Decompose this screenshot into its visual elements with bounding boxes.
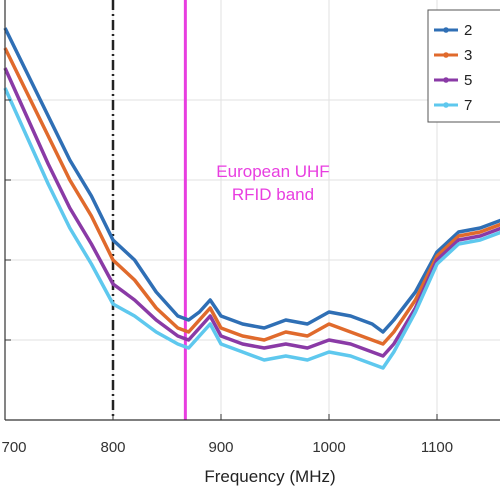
legend-label-5: 5 <box>464 72 472 89</box>
x-axis-label: Frequency (MHz) <box>204 467 335 486</box>
x-tick-label: 800 <box>100 439 125 456</box>
annotation-line-2: RFID band <box>232 185 314 204</box>
x-tick-label: 1000 <box>312 439 345 456</box>
legend-marker-7 <box>443 102 449 108</box>
axes <box>4 0 500 421</box>
series-line-2 <box>3 27 500 334</box>
x-tick-label: 900 <box>208 439 233 456</box>
x-tick-labels: 700 800 900 1000 1100 <box>1 439 453 456</box>
series-line-5 <box>3 67 500 358</box>
legend-label-3: 3 <box>464 47 472 64</box>
legend: 2 3 5 7 <box>427 9 500 123</box>
x-tick-label: 700 <box>1 439 26 456</box>
x-tick-label: 1100 <box>421 439 453 456</box>
legend-label-7: 7 <box>464 97 472 114</box>
series-group <box>3 27 500 370</box>
series-line-7 <box>3 87 500 370</box>
legend-marker-5 <box>443 77 449 83</box>
reference-lines <box>111 0 187 420</box>
series-line-3 <box>3 47 500 346</box>
legend-marker-3 <box>443 52 449 58</box>
legend-label-2: 2 <box>464 22 472 39</box>
annotation-line-1: European UHF <box>216 162 329 181</box>
legend-marker-2 <box>443 27 449 33</box>
